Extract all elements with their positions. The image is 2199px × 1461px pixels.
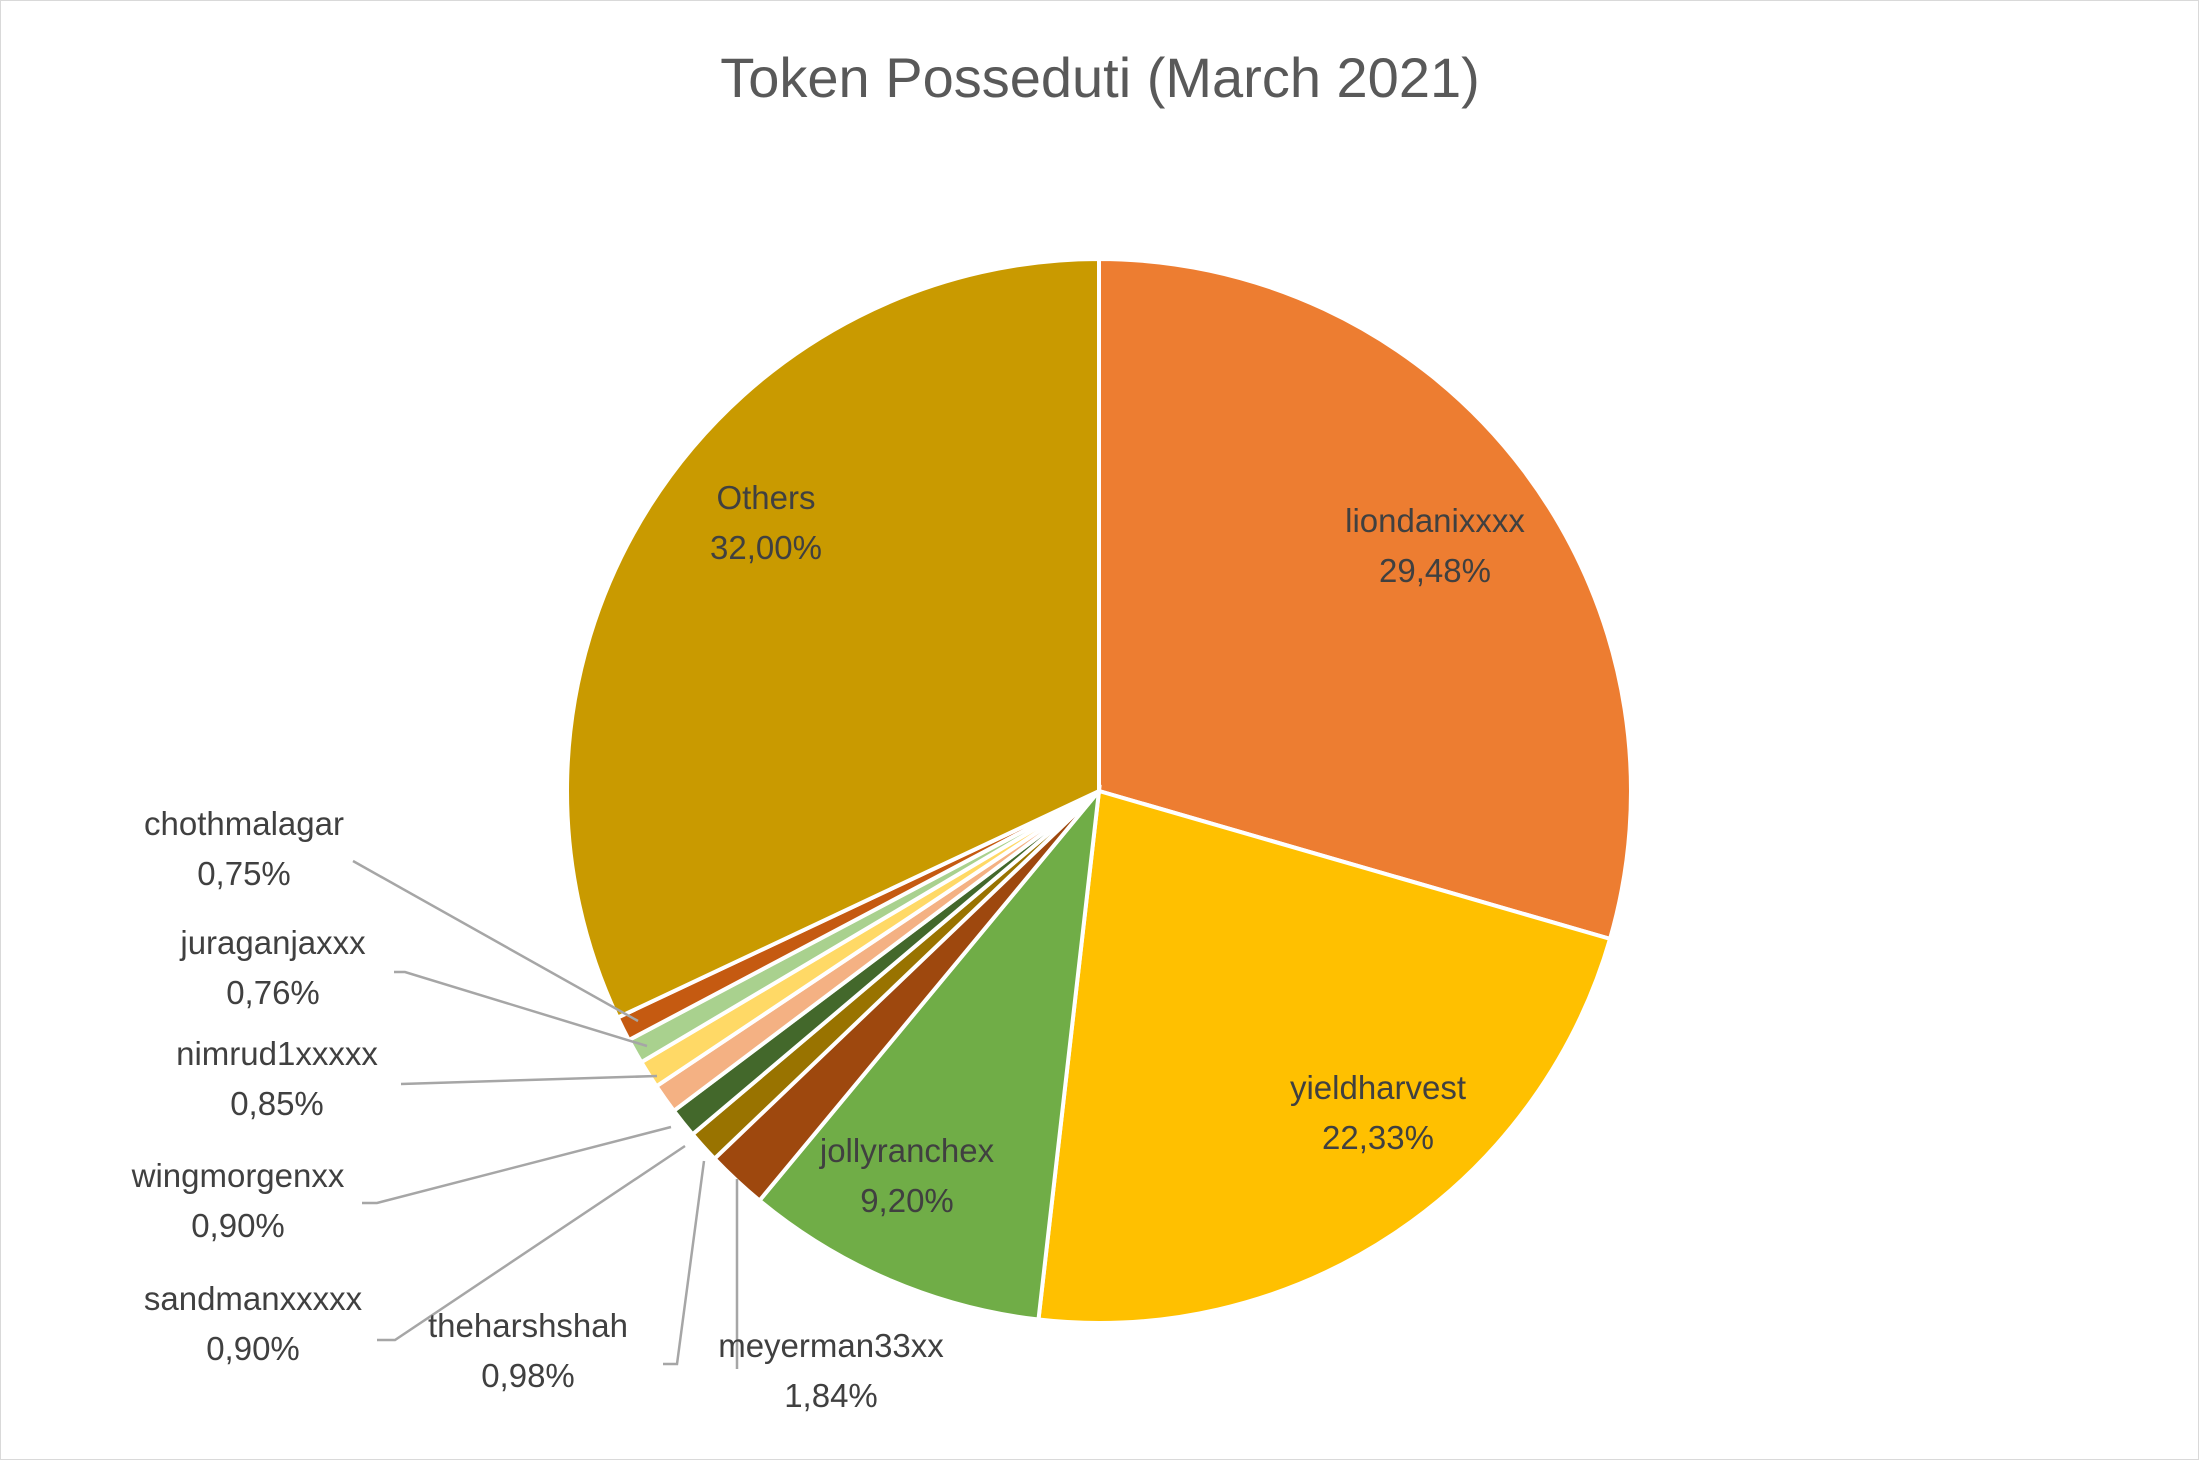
chart-title: Token Posseduti (March 2021) (720, 46, 1480, 109)
leader-lines (352, 859, 739, 1369)
data-label-nimrud1xxxxx: nimrud1xxxxx 0,85% (176, 1035, 378, 1122)
pie-slice-jollyranchex (756, 784, 1102, 1322)
pie-slice-others (565, 256, 1101, 1021)
data-label-wingmorgenxx: wingmorgenxx 0,90% (131, 1157, 345, 1244)
leader-line-sandmanxxxxx (377, 1144, 686, 1342)
data-label-jollyranchex: jollyranchex 9,20% (819, 1132, 995, 1219)
data-label-theharshshah: theharshshah 0,98% (428, 1307, 628, 1394)
data-label-sandmanxxxxx: sandmanxxxxx 0,90% (144, 1280, 363, 1367)
leader-line-nimrud1xxxxx (400, 1074, 658, 1086)
data-label-juraganjaxxx: juraganjaxxx 0,76% (179, 924, 366, 1011)
data-labels: liondanixxxx 29,48% yieldharvest 22,33% joll… (131, 479, 1526, 1414)
leader-line-chothmalagar (352, 859, 639, 1023)
data-label-yieldharvest: yieldharvest 22,33% (1290, 1069, 1466, 1156)
pie-slice-yieldharvest (1036, 788, 1613, 1325)
data-label-others: Others 32,00% (710, 479, 822, 566)
data-label-meyerman33xx: meyerman33xx 1,84% (718, 1327, 944, 1414)
data-label-liondanixxxx: liondanixxxx 29,48% (1345, 502, 1525, 589)
leader-line-wingmorgenxx (362, 1125, 672, 1205)
data-label-chothmalagar: chothmalagar 0,75% (144, 805, 344, 892)
pie-slices (565, 256, 1633, 1325)
pie-slice-liondanixxxx (1097, 256, 1633, 942)
leader-line-juraganjaxxx (394, 970, 648, 1048)
leader-line-theharshshah (663, 1160, 706, 1366)
